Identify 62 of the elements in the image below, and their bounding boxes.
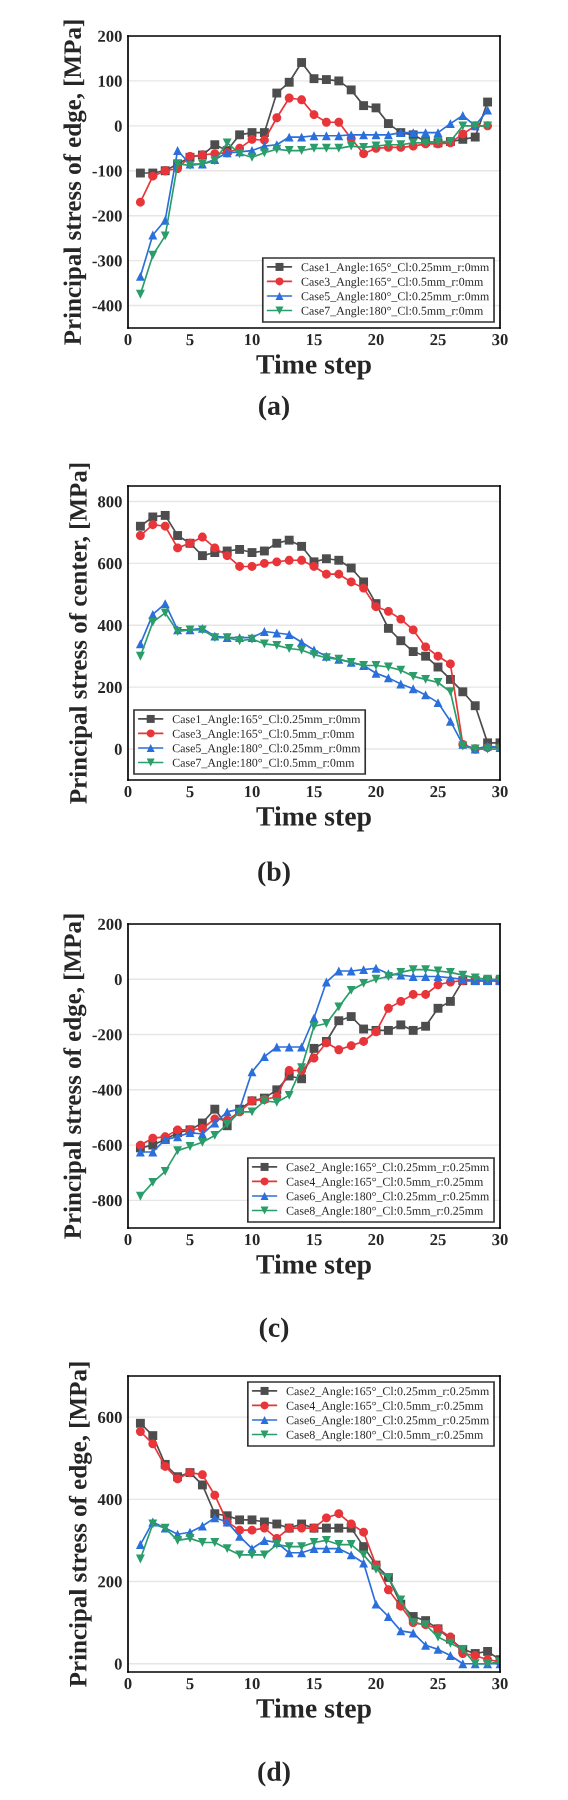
y-tick-label: -400: [92, 1084, 122, 1096]
y-tick-label: 200: [98, 30, 122, 42]
x-tick-label: 5: [186, 786, 194, 798]
y-tick-label: -100: [92, 165, 122, 177]
y-tick-label: 100: [98, 75, 122, 87]
x-tick-label: 20: [368, 786, 384, 798]
x-tick-label: 5: [186, 1234, 194, 1246]
y-tick-label: -800: [92, 1195, 122, 1207]
x-tick-label: 10: [245, 334, 260, 346]
y-tick-label: -600: [92, 1139, 122, 1152]
x-tick-label: 30: [492, 1678, 508, 1690]
y-axis-title: Principal stress of edge, [MPa]: [63, 914, 87, 1239]
x-tick-label: 25: [430, 334, 446, 346]
x-tick-label: 25: [430, 1234, 446, 1246]
y-axis-title: Principal stress of edge, [MPa]: [68, 1362, 92, 1687]
x-tick-label: 25: [430, 786, 446, 798]
y-tick-label: 200: [98, 918, 122, 930]
text: (d): [258, 1761, 290, 1787]
y-tick-label: 0: [114, 120, 122, 132]
x-tick-label: 0: [124, 334, 132, 346]
y-tick-label: 400: [97, 619, 122, 632]
y-tick-label: 800: [98, 496, 122, 508]
y-tick-label: -300: [92, 255, 122, 267]
text: (c): [259, 1317, 289, 1343]
x-tick-label: 15: [307, 1234, 322, 1246]
x-tick-label: 0: [124, 786, 132, 798]
x-tick-label: 30: [492, 334, 508, 346]
x-tick-label: 20: [368, 1678, 384, 1690]
x-tick-label: 15: [307, 1678, 322, 1690]
x-tick-label: 20: [368, 1234, 384, 1246]
x-axis-title: Time step: [256, 354, 371, 380]
x-tick-label: 10: [245, 1234, 260, 1246]
y-tick-label: 200: [98, 1576, 122, 1588]
x-tick-label: 15: [307, 786, 322, 798]
y-tick-label: 200: [98, 681, 122, 694]
y-tick-label: -400: [92, 300, 122, 312]
x-tick-label: 0: [124, 1234, 132, 1246]
x-tick-label: 10: [245, 786, 260, 798]
x-tick-label: 10: [245, 1678, 260, 1690]
text: (b): [258, 861, 290, 887]
y-tick-label: -200: [92, 1029, 122, 1041]
y-tick-label: -200: [92, 210, 122, 222]
x-tick-label: 20: [368, 334, 384, 346]
x-tick-label: 5: [186, 334, 194, 346]
y-tick-label: 400: [97, 1494, 122, 1506]
x-tick-label: 15: [307, 334, 322, 346]
y-tick-label: 0: [114, 973, 122, 986]
x-axis-title: Time step: [256, 806, 371, 832]
text: (a): [259, 395, 289, 421]
x-tick-label: 5: [186, 1678, 194, 1690]
y-tick-label: 0: [114, 743, 122, 755]
y-tick-label: 600: [98, 558, 122, 570]
y-axis-title: Principal stress of edge, [MPa]: [63, 20, 87, 345]
x-axis-title: Time step: [256, 1254, 371, 1280]
x-tick-label: 0: [124, 1678, 132, 1690]
x-tick-label: 25: [430, 1678, 446, 1690]
x-tick-label: 30: [492, 786, 508, 798]
y-axis-title: Principal stress of center, [MPa]: [68, 463, 92, 804]
x-axis-title: Time step: [256, 1698, 371, 1724]
y-tick-label: 600: [98, 1411, 122, 1424]
y-tick-label: 0: [114, 1658, 122, 1670]
x-tick-label: 30: [492, 1234, 508, 1246]
